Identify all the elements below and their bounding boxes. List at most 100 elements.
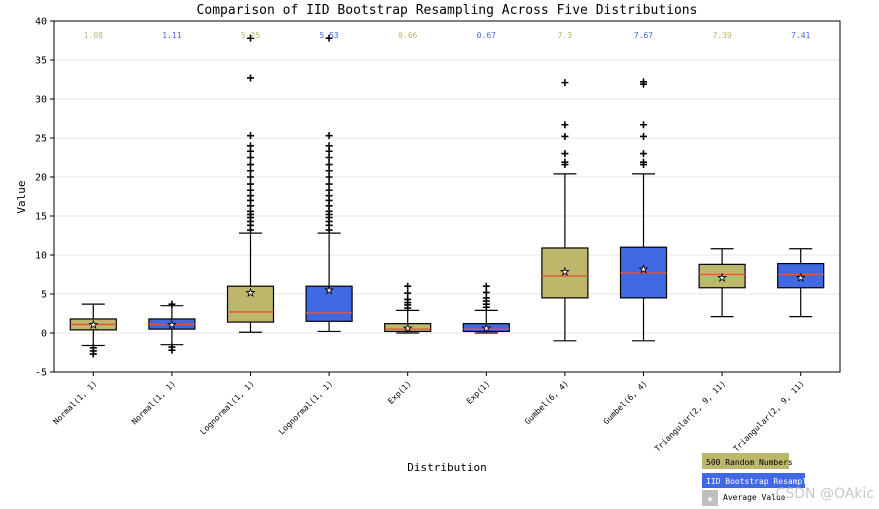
outlier-marker bbox=[247, 34, 254, 42]
outlier-point bbox=[404, 289, 412, 297]
legend-label-bootstrap: IID Bootstrap Resample bbox=[706, 477, 812, 486]
outlier-point bbox=[89, 350, 97, 358]
outlier-marker bbox=[640, 132, 647, 140]
outlier-marker bbox=[247, 161, 254, 169]
y-tick-label: 30 bbox=[35, 95, 47, 106]
outlier-point bbox=[247, 161, 254, 169]
y-tick-label: 5 bbox=[41, 290, 47, 301]
box-group: ★ bbox=[69, 303, 117, 358]
box-group: ★ bbox=[777, 248, 825, 318]
mean-marker: ★ bbox=[796, 273, 805, 284]
outlier-point bbox=[640, 150, 647, 158]
legend-swatch-mean bbox=[702, 490, 718, 506]
outlier-marker bbox=[247, 142, 254, 150]
outlier-point bbox=[325, 132, 333, 140]
mean-marker: ★ bbox=[560, 267, 569, 278]
y-tick-label: 25 bbox=[35, 134, 47, 145]
box-group: ★ bbox=[619, 78, 668, 342]
outlier-marker bbox=[168, 300, 176, 308]
outlier-point bbox=[640, 121, 647, 129]
outlier-marker bbox=[640, 150, 647, 158]
outlier-point bbox=[247, 186, 254, 194]
outlier-marker bbox=[247, 173, 254, 181]
mean-value-labels: 1.08 1.11 5.25 5.53 0.66 0.67 7.3 7.67 7.39 7.41 bbox=[84, 31, 811, 40]
box-iqr bbox=[462, 323, 510, 333]
box-group: ★ bbox=[305, 34, 353, 333]
box-group: ★ bbox=[148, 300, 196, 354]
outlier-marker bbox=[247, 132, 254, 140]
mean-value-label: 1.11 bbox=[162, 31, 181, 40]
outlier-point bbox=[561, 79, 569, 87]
outlier-marker bbox=[404, 289, 412, 297]
outlier-marker bbox=[404, 295, 412, 303]
y-tick-label: -5 bbox=[35, 368, 47, 379]
outlier-point bbox=[325, 154, 333, 161]
outlier-marker bbox=[325, 186, 333, 194]
mean-value-label: 5.53 bbox=[319, 31, 338, 40]
x-tick-label: Normal(1, 1) bbox=[130, 379, 177, 426]
legend-label-mean: Average Value bbox=[723, 493, 786, 502]
y-tick-label: 10 bbox=[35, 251, 47, 262]
x-axis-ticks: Normal(1, 1) Normal(1, 1) Lognormal(1, 1) L… bbox=[51, 372, 806, 454]
mean-marker: ★ bbox=[167, 320, 176, 331]
outlier-point bbox=[561, 121, 569, 129]
x-tick-label: Lognormal(1, 1) bbox=[198, 379, 255, 436]
x-tick-label: Exp(1) bbox=[465, 379, 492, 406]
legend-mean-star-icon: ★ bbox=[707, 492, 714, 505]
x-tick-label: Normal(1, 1) bbox=[51, 379, 98, 426]
legend-label-random: 500 Random Numbers bbox=[706, 458, 793, 467]
mean-value-label: 7.3 bbox=[558, 31, 573, 40]
x-tick-label: Triangular(2, 9, 11) bbox=[653, 379, 727, 453]
outlier-point bbox=[247, 34, 254, 42]
mean-value-label: 7.67 bbox=[634, 31, 653, 40]
outlier-marker bbox=[168, 346, 176, 354]
outlier-point bbox=[561, 158, 569, 166]
outlier-point bbox=[482, 282, 490, 290]
outlier-point bbox=[482, 288, 490, 296]
outlier-marker bbox=[325, 161, 333, 169]
outlier-marker bbox=[325, 154, 333, 161]
box-iqr bbox=[226, 285, 275, 323]
outlier-point bbox=[325, 173, 333, 181]
y-tick-label: 35 bbox=[35, 56, 47, 67]
outlier-point bbox=[247, 173, 254, 181]
outlier-marker bbox=[561, 121, 569, 129]
watermark: CSDN @OAkic bbox=[776, 486, 874, 502]
mean-marker: ★ bbox=[246, 288, 255, 299]
outlier-point bbox=[325, 161, 333, 169]
y-axis-label: Value bbox=[15, 180, 28, 213]
y-tick-label: 0 bbox=[41, 329, 47, 340]
x-tick-label: Lognormal(1, 1) bbox=[277, 379, 334, 436]
box-iqr bbox=[384, 323, 432, 333]
outlier-marker bbox=[640, 158, 647, 166]
y-tick-label: 20 bbox=[35, 173, 47, 184]
x-tick-label: Gumbel(6, 4) bbox=[523, 379, 570, 426]
outlier-point bbox=[247, 142, 254, 150]
legend-swatch-bootstrap bbox=[702, 473, 805, 488]
x-axis-label: Distribution bbox=[407, 461, 486, 474]
mean-value-label: 7.41 bbox=[791, 31, 810, 40]
outlier-marker bbox=[482, 288, 490, 296]
outlier-marker bbox=[247, 186, 254, 194]
outlier-marker bbox=[247, 74, 254, 82]
outlier-marker bbox=[325, 167, 333, 175]
box-iqr bbox=[541, 247, 589, 299]
mean-marker: ★ bbox=[403, 323, 412, 334]
outlier-marker bbox=[325, 34, 333, 42]
outlier-point bbox=[325, 34, 333, 42]
outlier-point bbox=[640, 78, 647, 86]
outlier-marker bbox=[89, 350, 97, 358]
mean-marker: ★ bbox=[89, 320, 98, 331]
plot-area-frame bbox=[53, 20, 841, 373]
outlier-marker bbox=[482, 282, 490, 290]
outlier-marker bbox=[247, 180, 254, 188]
mean-marker: ★ bbox=[482, 323, 491, 334]
legend-swatch-random bbox=[702, 453, 789, 469]
outlier-point bbox=[640, 132, 647, 140]
outlier-point bbox=[168, 300, 176, 308]
outlier-point bbox=[325, 180, 333, 188]
outlier-point bbox=[404, 295, 412, 303]
box-iqr bbox=[305, 285, 353, 322]
outlier-marker bbox=[325, 132, 333, 140]
